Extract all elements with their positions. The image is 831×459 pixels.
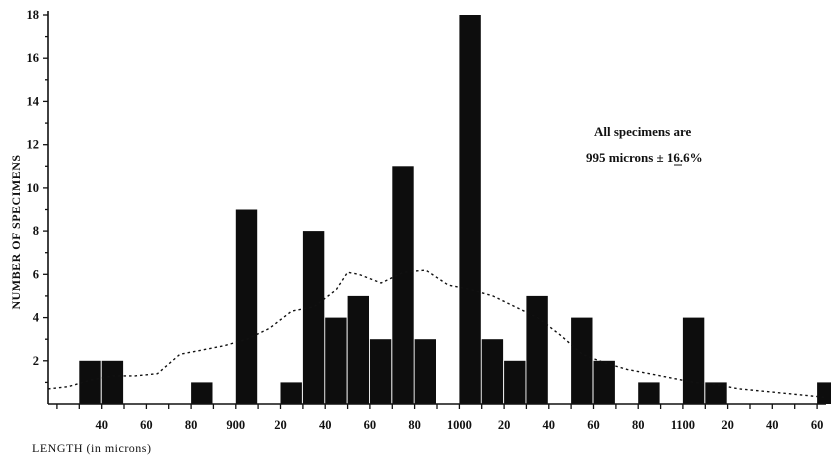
x-tick-label: 40	[95, 418, 108, 432]
histogram-bar	[593, 360, 615, 404]
histogram-bar	[79, 360, 101, 404]
histogram-bar	[302, 231, 325, 404]
histogram-bar	[325, 317, 347, 404]
histogram-bar	[392, 166, 414, 404]
x-tick-label: 60	[140, 418, 153, 432]
y-tick-label: 12	[27, 138, 40, 152]
y-tick-label: 6	[33, 267, 39, 281]
x-tick-label: 900	[226, 418, 245, 432]
x-axis-label: LENGTH (in microns)	[32, 441, 151, 455]
histogram-bar	[414, 339, 436, 404]
bars-group	[79, 15, 831, 404]
x-tick-label: 20	[498, 418, 511, 432]
histogram-bar	[235, 209, 258, 404]
x-tick-label: 1000	[447, 418, 472, 432]
x-tick-label: 20	[721, 418, 734, 432]
x-tick-label: 60	[587, 418, 600, 432]
histogram-bar	[504, 360, 526, 404]
x-tick-label: 40	[319, 418, 332, 432]
histogram-bar	[571, 317, 593, 404]
histogram-bar	[682, 317, 705, 404]
y-tick-label: 18	[27, 8, 40, 22]
x-tick-label: 1100	[671, 418, 695, 432]
x-tick-label: 40	[543, 418, 556, 432]
histogram-bar	[638, 382, 660, 404]
x-tick-label: 20	[274, 418, 287, 432]
y-axis-ticks: 2 4 6 8 10 12 14 16 18	[27, 8, 48, 384]
histogram-bar	[459, 15, 481, 404]
annotation-line-2: 995 microns ± 16.6%	[586, 150, 703, 165]
y-tick-label: 16	[27, 51, 40, 65]
y-tick-label: 2	[33, 354, 39, 368]
histogram-bar	[347, 295, 369, 404]
histogram-bar	[705, 382, 727, 404]
histogram-bar	[191, 382, 213, 404]
y-tick-label: 10	[27, 181, 40, 195]
x-tick-label: 40	[766, 418, 779, 432]
x-tick-label: 80	[408, 418, 421, 432]
y-tick-label: 4	[33, 311, 40, 325]
y-tick-label: 14	[27, 94, 40, 108]
histogram-bar	[369, 339, 392, 404]
annotation-line-1: All specimens are	[594, 124, 691, 139]
x-tick-label: 80	[632, 418, 645, 432]
y-axis-label: NUMBER OF SPECIMENS	[9, 154, 23, 309]
x-tick-label: 60	[364, 418, 377, 432]
smoothed-curve	[47, 269, 827, 399]
x-axis-ticks: 40 60 80 900 20 40 60 80 1000 20 40 60 80 1100 20 40 60	[56, 404, 824, 432]
histogram-bar	[481, 339, 504, 404]
histogram-bar	[280, 382, 302, 404]
histogram-bar	[101, 360, 124, 404]
histogram-bar	[526, 295, 548, 404]
x-tick-label: 80	[185, 418, 198, 432]
histogram-bar	[817, 382, 831, 404]
y-tick-label: 8	[33, 224, 39, 238]
x-tick-label: 60	[811, 418, 824, 432]
